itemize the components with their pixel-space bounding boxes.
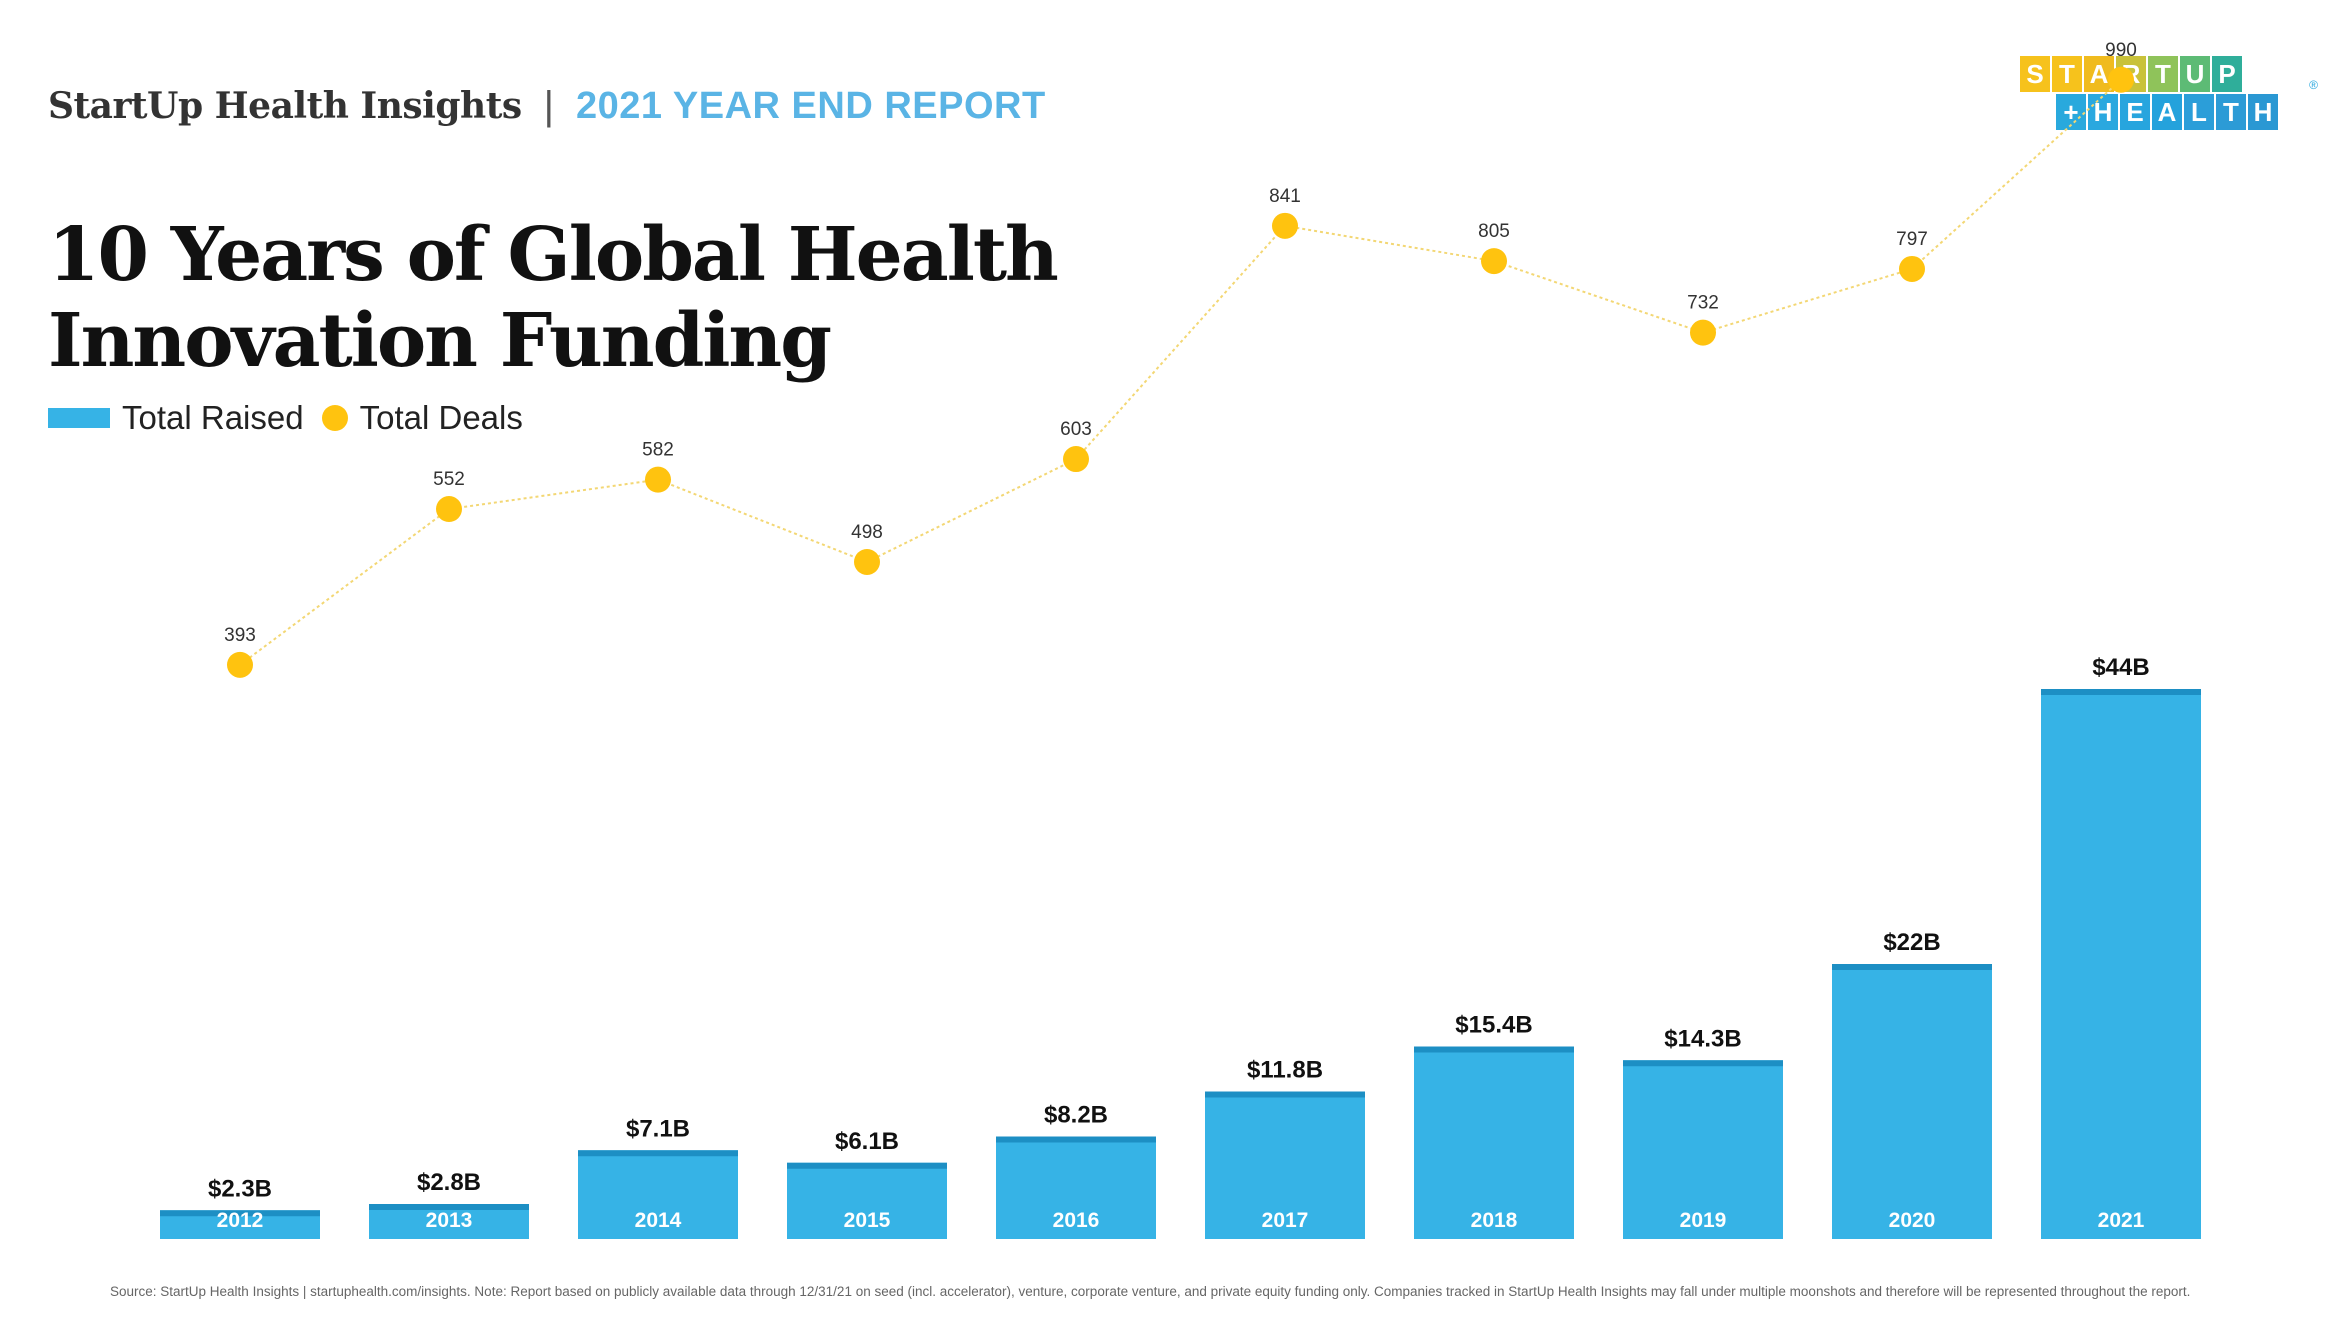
- bar-value-label: $2.3B: [208, 1175, 272, 1202]
- bar-top-edge-2014: [578, 1150, 738, 1157]
- logo-tile-bottom-4: L: [2184, 94, 2214, 130]
- year-label: 2017: [1262, 1209, 1309, 1232]
- legend-label-deals: Total Deals: [359, 399, 523, 436]
- registered-mark: ®: [2309, 78, 2318, 92]
- year-label: 2021: [2098, 1209, 2145, 1232]
- deal-point-2021: [2108, 66, 2134, 93]
- bar-value-label: $7.1B: [626, 1115, 690, 1142]
- bar-value-label: $15.4B: [1455, 1012, 1532, 1039]
- deal-point-2012: [227, 651, 253, 678]
- year-label: 2019: [1680, 1209, 1727, 1232]
- bar-value-label: $6.1B: [835, 1128, 899, 1155]
- bar-value-label: $8.2B: [1044, 1102, 1108, 1129]
- chart-legend: Total Raised Total Deals: [48, 396, 523, 440]
- bar-top-edge-2016: [996, 1136, 1156, 1143]
- logo-tile-bottom-2: E: [2120, 94, 2150, 130]
- year-label: 2014: [635, 1209, 682, 1232]
- bar-top-edge-2012: [160, 1210, 320, 1217]
- logo-tile-top-0: S: [2020, 56, 2050, 92]
- logo-row-bottom: + H E A L T H: [2056, 94, 2312, 130]
- title-line-2: Innovation Funding: [48, 298, 832, 384]
- bar-2021: [2041, 689, 2201, 1239]
- bar-2019: [1623, 1060, 1783, 1239]
- logo-tile-top-5: U: [2180, 56, 2210, 92]
- logo-tile-bottom-5: T: [2216, 94, 2246, 130]
- deal-point-2017: [1272, 212, 1298, 239]
- bar-top-edge-2013: [369, 1204, 529, 1210]
- deal-point-2013: [436, 496, 462, 523]
- logo-tile-top-2: A: [2084, 56, 2114, 92]
- year-label: 2020: [1889, 1209, 1936, 1232]
- logo-tile-bottom-6: H: [2248, 94, 2278, 130]
- deal-point-2020: [1899, 255, 1925, 282]
- bar-2016: [996, 1136, 1156, 1239]
- bar-value-label: $11.8B: [1247, 1057, 1323, 1084]
- deal-point-2016: [1063, 446, 1089, 473]
- logo-tile-top-4: T: [2148, 56, 2178, 92]
- deal-point-2015: [854, 548, 880, 575]
- bar-value-label: $44B: [2092, 654, 2149, 681]
- bar-top-edge-2015: [787, 1162, 947, 1169]
- logo-tile-top-1: T: [2052, 56, 2082, 92]
- brand-name: StartUp Health Insights: [48, 85, 522, 127]
- deal-value-label: 393: [224, 625, 256, 646]
- page-title: 10 Years of Global Health Innovation Fun…: [48, 212, 1068, 384]
- deal-value-label: 732: [1687, 293, 1719, 314]
- logo-tile-top-6: P: [2212, 56, 2242, 92]
- legend-swatch-deals: [321, 405, 348, 431]
- bar-2020: [1832, 964, 1992, 1239]
- logo-tile-bottom-1: H: [2088, 94, 2118, 130]
- bar-top-edge-2018: [1414, 1046, 1574, 1053]
- header-separator: |: [543, 83, 554, 128]
- legend-label-raised: Total Raised: [122, 399, 304, 436]
- logo-tile-bottom-3: A: [2152, 94, 2182, 130]
- bar-2015: [787, 1162, 947, 1239]
- legend-swatch-raised: [48, 408, 110, 428]
- deal-point-2014: [645, 466, 671, 493]
- deal-value-label: 797: [1896, 229, 1928, 250]
- bar-top-edge-2019: [1623, 1060, 1783, 1067]
- bar-2017: [1205, 1091, 1365, 1239]
- deal-value-label: 805: [1478, 221, 1510, 242]
- deal-value-label: 552: [433, 469, 465, 490]
- bar-top-edge-2021: [2041, 689, 2201, 695]
- deal-value-label: 582: [642, 440, 674, 461]
- bar-value-label: $2.8B: [417, 1169, 481, 1196]
- bar-value-label: $22B: [1883, 929, 1940, 956]
- deal-point-2019: [1690, 319, 1716, 346]
- bar-top-edge-2017: [1205, 1091, 1365, 1098]
- bar-2014: [578, 1150, 738, 1239]
- logo-tile-bottom-0: +: [2056, 94, 2086, 130]
- deal-value-label: 603: [1060, 419, 1092, 440]
- bar-top-edge-2020: [1832, 964, 1992, 970]
- year-label: 2018: [1471, 1209, 1518, 1232]
- report-label: 2021 YEAR END REPORT: [576, 84, 1046, 127]
- bar-value-label: $14.3B: [1664, 1025, 1741, 1052]
- deal-value-label: 498: [851, 522, 883, 543]
- source-footnote: Source: StartUp Health Insights | startu…: [110, 1284, 2191, 1299]
- report-header: StartUp Health Insights | 2021 YEAR END …: [48, 78, 1046, 134]
- deal-point-2018: [1481, 248, 1507, 275]
- deal-value-label: 841: [1269, 186, 1301, 207]
- year-label: 2015: [844, 1209, 891, 1232]
- year-label: 2013: [426, 1209, 473, 1232]
- deal-value-label: 990: [2105, 40, 2137, 61]
- deals-line: [239, 79, 2122, 666]
- year-label: 2016: [1053, 1209, 1100, 1232]
- bar-2018: [1414, 1046, 1574, 1239]
- title-line-1: 10 Years of Global Health: [48, 212, 1059, 298]
- year-label: 2012: [217, 1209, 264, 1232]
